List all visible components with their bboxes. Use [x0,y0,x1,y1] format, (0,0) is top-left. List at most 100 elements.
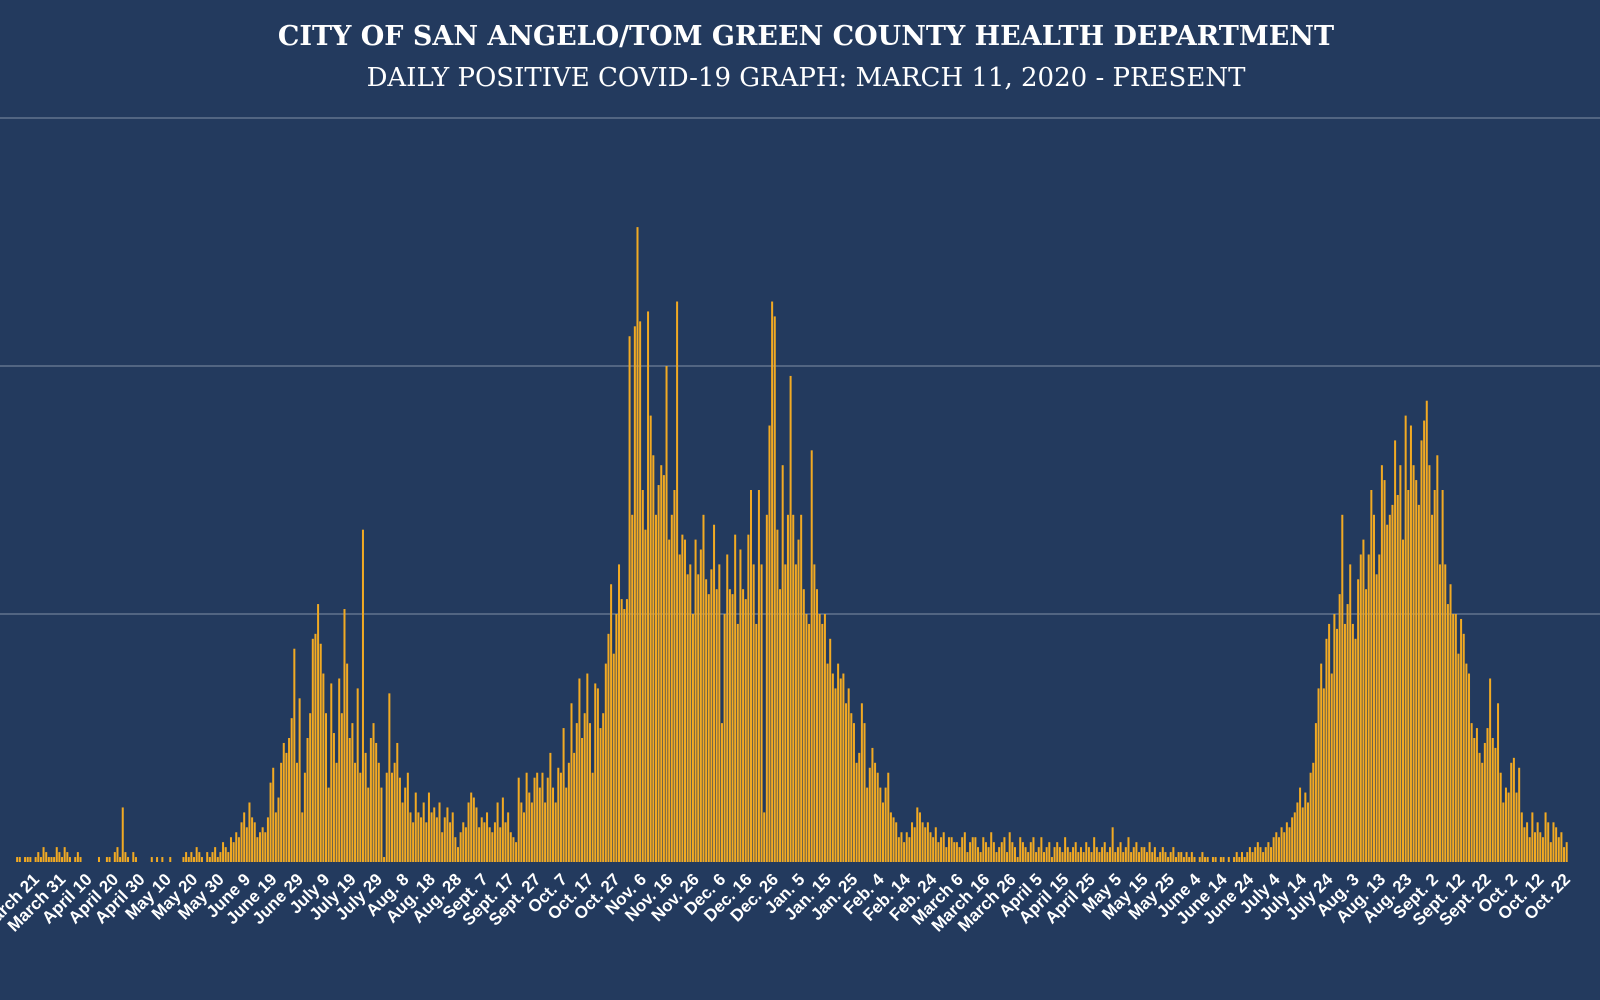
bar [39,857,42,862]
bar [831,673,834,862]
bar [567,762,570,862]
bar [272,767,275,862]
bar [596,688,599,862]
bar [472,797,475,862]
bar [1425,400,1428,862]
bar [517,777,520,862]
bar [1378,554,1381,862]
bar [243,812,246,862]
bar [264,832,267,862]
bar [509,832,512,862]
bar [1240,852,1243,862]
bar [694,539,697,862]
bar [916,807,919,862]
bar [636,227,639,862]
bar [839,678,842,862]
bar [134,857,137,862]
bar [1135,842,1138,862]
bar [1423,420,1426,862]
bar [895,822,898,862]
bar [235,832,238,862]
bar [1304,792,1307,862]
bar [528,792,531,862]
bar [1227,857,1230,862]
bar [66,852,69,862]
bar [1515,792,1518,862]
bar [881,802,884,862]
bar [1053,847,1056,862]
bar [768,425,771,862]
bar [185,852,188,862]
bar [818,614,821,862]
bar [971,837,974,862]
bar [1262,852,1265,862]
bar [1188,857,1191,862]
bar [681,534,684,862]
bar [1336,628,1339,862]
bar [1343,623,1346,862]
bar [1407,490,1410,862]
bar [1222,857,1225,862]
bar [1064,837,1067,862]
bar [409,812,412,862]
bar [346,663,349,862]
bar [330,683,333,862]
bar [1404,415,1407,862]
bar [953,842,956,862]
bar [1565,842,1568,862]
bar [1291,817,1294,862]
bar [720,723,723,862]
bar [1251,852,1254,862]
bar [750,490,753,862]
bar [639,321,642,862]
bar [29,857,32,862]
bar [1280,827,1283,862]
bar [684,539,687,862]
bar [755,623,758,862]
bar [1380,465,1383,862]
bar [359,772,362,862]
bar [1264,847,1267,862]
bar [998,847,1001,862]
bar [277,797,280,862]
bar [911,822,914,862]
bar [995,852,998,862]
bar [1314,723,1317,862]
bar [1116,847,1119,862]
bar [1330,673,1333,862]
bar [1127,837,1130,862]
bar [929,832,932,862]
bar [1441,490,1444,862]
bar [108,857,111,862]
bar [1504,787,1507,862]
bar [1473,738,1476,862]
bar [652,455,655,862]
bar [657,485,660,862]
bar [121,807,124,862]
bar [1256,842,1259,862]
bar [736,623,739,862]
bar [1056,842,1059,862]
bar [1494,747,1497,862]
bar [1259,847,1262,862]
bar [786,514,789,862]
bar [1526,822,1529,862]
bar [1169,852,1172,862]
bar [211,852,214,862]
bar [858,752,861,862]
bar [847,688,850,862]
bar [1468,673,1471,862]
bar [1470,723,1473,862]
bar [116,847,119,862]
bar [760,564,763,862]
bar [1367,554,1370,862]
bar [319,643,322,862]
bar [53,857,56,862]
bar [926,822,929,862]
bar [1320,663,1323,862]
bar [771,301,774,862]
bar [1362,539,1365,862]
bar [1024,847,1027,862]
bar [422,802,425,862]
bar [1547,822,1550,862]
